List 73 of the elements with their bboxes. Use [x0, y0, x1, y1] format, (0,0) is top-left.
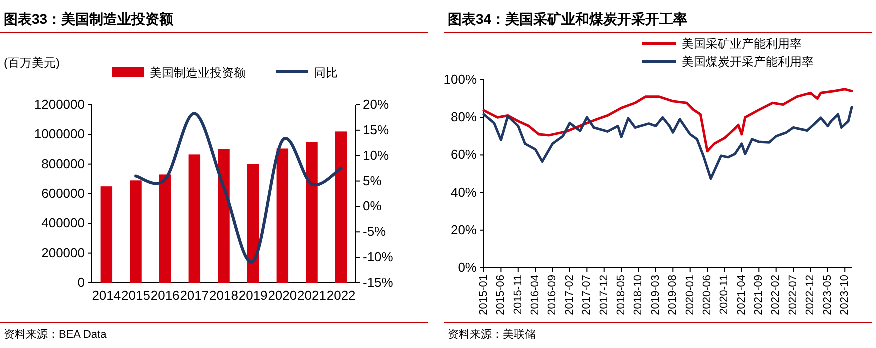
y2-tick-label: 5% — [363, 173, 382, 188]
x-tick-label: 2016 — [150, 288, 180, 303]
y2-tick-label: 0% — [363, 198, 382, 214]
bar — [306, 142, 318, 283]
x-tick-label: 2022 — [326, 288, 356, 303]
chart-title: 图表33：美国制造业投资额 — [4, 11, 175, 27]
text: 资料来源：BEA Data — [4, 328, 108, 341]
bar — [159, 174, 172, 283]
bar — [335, 132, 348, 283]
y2-tick-label: 15% — [363, 122, 390, 138]
x-tick-label: 2020-06 — [701, 275, 714, 316]
x-tick-label: 2018 — [210, 288, 238, 303]
y-tick-label: 80% — [450, 110, 478, 125]
y-tick-label: 1200000 — [34, 97, 85, 112]
bar — [218, 150, 230, 283]
y-tick-label: 800000 — [42, 156, 85, 172]
x-tick-label: 2017-12 — [598, 275, 610, 316]
legend-label: 美国采矿业产能利用率 — [682, 37, 802, 51]
legend-label: 同比 — [314, 66, 338, 80]
x-tick-label: 2018-05 — [615, 275, 628, 316]
x-tick-label: 2023-10 — [839, 275, 852, 316]
x-tick-label: 2021 — [298, 288, 326, 303]
bar — [130, 180, 142, 283]
bar — [247, 164, 260, 283]
x-tick-label: 2015 — [122, 288, 150, 303]
legend-label: 美国制造业投资额 — [150, 66, 246, 80]
y-axis-title: (百万美元) — [4, 56, 60, 70]
y2-tick-label: -15% — [363, 275, 394, 290]
y-tick-label: 600000 — [42, 186, 85, 201]
x-tick-label: 2015-06 — [495, 275, 508, 316]
y2-tick-label: 20% — [363, 97, 390, 112]
y-tick-label: 0% — [458, 260, 478, 275]
y-tick-label: 40% — [450, 184, 478, 200]
line-series — [482, 88, 854, 153]
x-tick-label: 2019-03 — [650, 275, 662, 316]
x-tick-label: 2017-07 — [581, 275, 594, 316]
x-tick-label: 2019 — [238, 288, 268, 303]
x-tick-label: 2016-04 — [529, 275, 542, 316]
x-tick-label: 2020 — [268, 288, 298, 303]
x-tick-label: 2021-04 — [736, 275, 748, 316]
y-tick-label: 0 — [78, 275, 85, 290]
x-tick-label: 2016-09 — [546, 275, 559, 316]
x-tick-label: 2022-02 — [770, 275, 782, 316]
x-tick-label: 2018-10 — [632, 275, 645, 316]
x-tick-label: 2015-01 — [478, 275, 490, 316]
x-tick-label: 2020-11 — [718, 275, 731, 315]
line-series — [482, 106, 854, 180]
text: 资料来源：美联储 — [448, 328, 536, 341]
x-tick-label: 2015-11 — [512, 275, 524, 315]
x-tick-label: 2017 — [180, 288, 210, 303]
bar — [100, 186, 113, 283]
x-tick-label: 2014 — [92, 288, 122, 303]
x-tick-label: 2022-07 — [787, 275, 800, 316]
y-tick-label: 20% — [450, 222, 478, 238]
x-tick-label: 2020-01 — [684, 275, 696, 316]
x-tick-label: 2017-02 — [564, 275, 576, 316]
bar — [188, 154, 201, 283]
y-tick-label: 200000 — [42, 245, 85, 260]
line-series — [134, 112, 343, 264]
x-tick-label: 2023-05 — [822, 275, 834, 316]
y-tick-label: 1000000 — [34, 126, 85, 142]
bar — [276, 148, 289, 283]
y2-tick-label: 10% — [363, 148, 390, 163]
y2-tick-label: -5% — [363, 224, 387, 240]
y2-tick-label: -10% — [363, 250, 394, 265]
legend-label: 美国煤炭开采产能利用率 — [682, 55, 814, 69]
y-tick-label: 100% — [444, 72, 478, 87]
y-tick-label: 60% — [450, 147, 478, 162]
x-tick-label: 2019-08 — [667, 275, 680, 316]
x-tick-label: 2021-09 — [753, 275, 766, 316]
chart-title: 图表34：美国采矿业和煤炭开采开工率 — [448, 11, 688, 27]
y-tick-label: 400000 — [42, 216, 85, 231]
x-tick-label: 2022-12 — [804, 275, 817, 316]
